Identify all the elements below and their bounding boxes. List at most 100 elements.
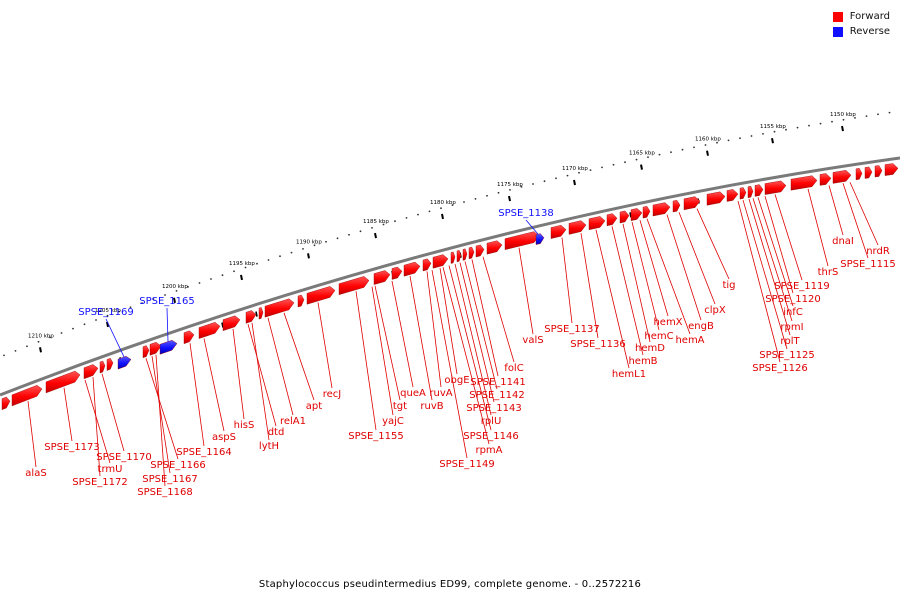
ruler-dot <box>256 262 258 265</box>
gene-label-hema: hemA <box>675 335 704 346</box>
ruler-dot <box>727 139 730 142</box>
legend-item-reverse: Reverse <box>832 24 890 39</box>
forward-gene-feature <box>672 199 681 213</box>
backbone-tick <box>255 311 258 317</box>
gene-label-infc: infC <box>783 307 803 318</box>
label-leader <box>518 247 534 335</box>
label-leader <box>63 387 73 442</box>
forward-gene-feature <box>106 358 114 371</box>
gene-label-spse-1165: SPSE_1165 <box>139 296 195 307</box>
ruler-dot <box>233 270 235 273</box>
ruler-dot <box>463 201 465 203</box>
label-leader <box>454 263 492 416</box>
legend-label-forward: Forward <box>849 11 890 22</box>
label-leader <box>742 199 788 350</box>
ruler-dot <box>865 115 868 117</box>
label-leader <box>752 198 793 322</box>
forward-gene-feature <box>550 224 567 239</box>
ruler-label-1190: 1190 kbp <box>296 239 322 245</box>
forward-gene-feature <box>45 370 81 394</box>
gene-label-spse-1168: SPSE_1168 <box>137 487 193 498</box>
gene-label-spse-1115: SPSE_1115 <box>840 259 896 270</box>
gene-label-apt: apt <box>306 401 322 412</box>
forward-gene-feature <box>198 322 221 339</box>
label-leader <box>482 256 515 363</box>
ruler-dot <box>670 151 672 154</box>
ruler-dot <box>302 248 304 250</box>
ruler-dot <box>716 141 718 144</box>
ruler-dot <box>750 135 753 137</box>
forward-gene-feature <box>1 396 11 410</box>
forward-gene-feature <box>606 213 618 227</box>
gene-label-alas: alaS <box>25 468 46 479</box>
gene-label-spse-1136: SPSE_1136 <box>570 339 626 350</box>
gene-label-rplu: rplU <box>481 416 502 427</box>
ruler-dot <box>543 180 546 183</box>
gene-label-dnai: dnaI <box>832 236 854 247</box>
label-leader <box>561 237 573 324</box>
forward-gene-feature <box>456 250 462 263</box>
ruler-tick <box>374 232 377 239</box>
gene-label-asps: aspS <box>212 432 236 443</box>
ruler-label-1150: 1150 kbp <box>830 112 856 118</box>
forward-gene-feature <box>391 266 403 280</box>
ruler-tick <box>173 297 176 304</box>
label-leader <box>646 218 691 335</box>
ruler-tick <box>441 213 444 220</box>
gene-label-hemb: hemB <box>628 356 657 367</box>
gene-label-vals: valS <box>522 335 543 346</box>
forward-gene-feature <box>245 310 257 324</box>
gene-label-spse-1173: SPSE_1173 <box>44 442 100 453</box>
forward-gene-feature <box>11 385 43 407</box>
label-leader <box>842 183 869 259</box>
forward-gene-feature <box>142 345 150 358</box>
label-leader <box>631 221 660 331</box>
gene-label-dtd: dtd <box>268 427 285 438</box>
label-leader <box>391 280 414 388</box>
gene-label-spse-1172: SPSE_1172 <box>72 477 128 488</box>
label-leader <box>203 338 225 432</box>
forward-gene-feature <box>819 173 832 186</box>
gene-label-hemd: hemD <box>635 343 665 354</box>
forward-gene-feature <box>306 286 336 305</box>
label-leader <box>828 185 844 236</box>
forward-gene-feature <box>739 187 747 200</box>
label-leader <box>409 275 433 401</box>
ruler-dot <box>290 251 293 254</box>
gene-label-obge: obgE <box>444 375 469 386</box>
gene-label-clpx: clpX <box>704 305 726 316</box>
ruler-dot <box>624 161 626 164</box>
gene-label-rpma: rpmA <box>475 445 502 456</box>
ruler-label-1155: 1155 kbp <box>760 124 786 130</box>
ruler-label-1160: 1160 kbp <box>695 137 721 143</box>
label-leader <box>764 196 794 294</box>
forward-swatch-icon <box>832 11 843 22</box>
ruler-dot <box>739 137 741 140</box>
label-leader <box>247 324 277 427</box>
ruler-dot <box>520 186 523 188</box>
ruler-label-1180: 1180 kbp <box>430 200 456 206</box>
forward-gene-feature <box>475 244 485 258</box>
gene-label-yajc: yajC <box>382 416 404 427</box>
ruler-dot <box>118 310 120 313</box>
ruler-dot <box>141 302 143 305</box>
ruler-label-1175: 1175 kbp <box>497 182 523 188</box>
gene-label-spse-1125: SPSE_1125 <box>759 350 815 361</box>
forward-gene-feature <box>588 216 606 231</box>
ruler-dot <box>394 220 396 223</box>
forward-gene-feature <box>855 168 863 181</box>
label-leader <box>92 377 101 477</box>
ruler-dot <box>819 122 822 125</box>
label-leader <box>459 262 495 403</box>
gene-label-spse-1138: SPSE_1138 <box>498 208 554 219</box>
label-leader <box>355 291 377 431</box>
ruler-dot <box>555 177 557 180</box>
label-leader <box>166 307 169 342</box>
ruler-dot <box>72 327 74 330</box>
ruler-dot <box>210 278 212 280</box>
gene-label-ruvb: ruvB <box>420 401 443 412</box>
gene-label-folc: folC <box>504 363 523 374</box>
label-leader <box>371 286 394 416</box>
legend-item-forward: Forward <box>832 9 890 24</box>
